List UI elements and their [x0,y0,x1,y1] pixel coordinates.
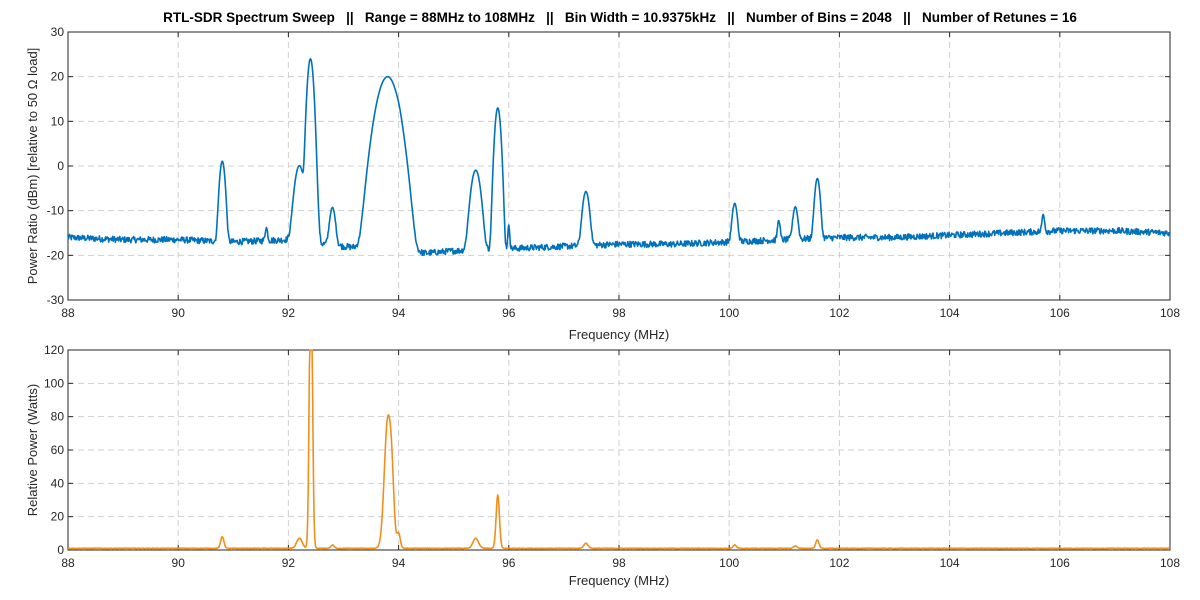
x-tick-label: 88 [61,556,75,570]
y-tick-label: 10 [51,114,65,128]
x-tick-label: 90 [172,306,186,320]
x-tick-label: 108 [1160,556,1180,570]
y-tick-label: 40 [51,476,65,490]
x-tick-label: 98 [612,556,626,570]
y-tick-label: 120 [44,343,64,357]
y-axis-label-top: Power Ratio (dBm) [relative to 50 Ω load… [25,48,40,285]
ticks-bottom: 88 90 92 94 96 98 100 102 104 106 108 0 20 40 60 80 100 1… [44,343,1180,570]
x-tick-label: 98 [612,306,626,320]
power-dbm-series-line [67,58,1171,257]
x-tick-label: 94 [392,306,406,320]
x-tick-label: 106 [1050,556,1070,570]
y-axis-label-bottom: Relative Power (Watts) [25,384,40,516]
x-axis-label-top: Frequency (MHz) [569,327,669,342]
x-tick-label: 92 [282,556,296,570]
x-tick-label: 90 [172,556,186,570]
x-tick-label: 104 [940,306,960,320]
x-tick-label: 102 [829,306,849,320]
y-tick-label: -10 [47,204,65,218]
figure-title: RTL-SDR Spectrum Sweep || Range = 88MHz … [163,10,1077,25]
x-tick-label: 108 [1160,306,1180,320]
y-tick-label: 0 [57,543,64,557]
x-tick-label: 96 [502,306,516,320]
x-tick-label: 96 [502,556,516,570]
y-tick-label: 0 [57,159,64,173]
x-axis-label-bottom: Frequency (MHz) [569,573,669,588]
y-tick-label: -20 [47,248,65,262]
x-tick-label: 106 [1050,306,1070,320]
x-tick-label: 100 [719,306,739,320]
y-tick-label: 60 [51,443,65,457]
x-tick-label: 102 [829,556,849,570]
y-tick-label: 20 [51,510,65,524]
x-tick-label: 88 [61,306,75,320]
y-tick-label: -30 [47,293,65,307]
y-tick-label: 100 [44,376,64,390]
grid-bottom [68,350,1170,550]
x-tick-label: 92 [282,306,296,320]
y-tick-label: 30 [51,25,65,39]
y-tick-label: 80 [51,410,65,424]
power-watts-series-line [67,349,1171,550]
x-tick-label: 104 [940,556,960,570]
x-tick-label: 94 [392,556,406,570]
ticks-top: 88 90 92 94 96 98 100 102 104 106 108 -30 -20 -10 0 10 2… [47,25,1181,320]
power-watts-axes: 88 90 92 94 96 98 100 102 104 106 108 0 20 40 60 80 100 1… [25,343,1180,588]
y-tick-label: 20 [51,70,65,84]
x-tick-label: 100 [719,556,739,570]
power-dbm-axes: 88 90 92 94 96 98 100 102 104 106 108 -30 -20 -10 0 10 2… [25,25,1180,342]
grid-top [68,32,1170,300]
